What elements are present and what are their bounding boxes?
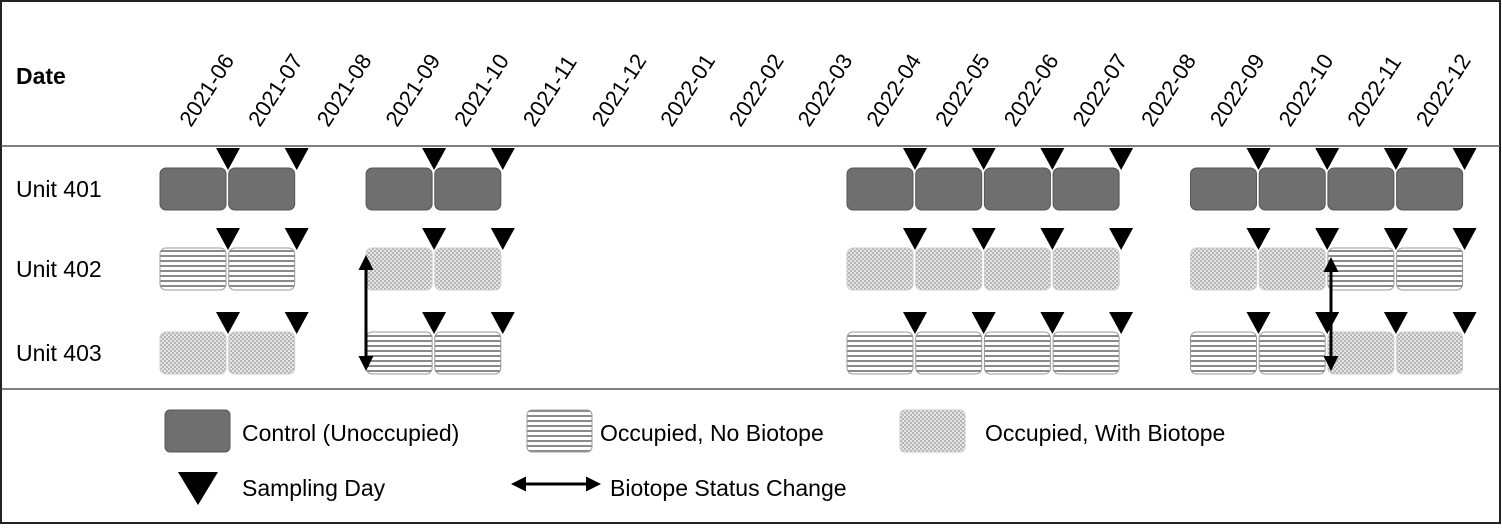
period-block: [1190, 167, 1257, 211]
period-block: [434, 331, 502, 375]
sampling-triangle: [1109, 228, 1134, 250]
period-block: [846, 247, 914, 291]
sampling-triangle: [903, 312, 927, 334]
legend-label: Occupied, No Biotope: [600, 420, 824, 446]
sampling-triangle: [1246, 228, 1271, 250]
sampling-triangle: [971, 228, 996, 250]
legend-triangle: [178, 472, 218, 505]
sampling-triangle: [1315, 148, 1340, 170]
period-block: [915, 167, 983, 211]
period-block: [915, 331, 983, 375]
sampling-triangle: [284, 148, 309, 170]
legend-label: Biotope Status Change: [610, 475, 847, 501]
sampling-triangle: [1246, 148, 1271, 170]
sampling-triangle: [1383, 148, 1408, 170]
period-block: [1052, 167, 1120, 211]
period-block: [983, 167, 1051, 211]
sampling-triangle: [422, 228, 447, 250]
period-block: [1190, 247, 1257, 291]
period-block: [365, 167, 433, 211]
header-label: Date: [16, 63, 66, 89]
period-block: [846, 167, 914, 211]
period-block: [1190, 331, 1257, 375]
sampling-triangle: [1452, 228, 1477, 250]
sampling-triangle: [490, 228, 515, 250]
unit-label: Unit 403: [16, 340, 102, 366]
period-block: [365, 247, 433, 291]
sampling-triangle: [1383, 228, 1408, 250]
sampling-triangle: [1383, 312, 1408, 334]
period-block: [434, 167, 502, 211]
period-block: [228, 167, 296, 211]
legend-swatch: [899, 409, 966, 453]
period-block: [1396, 247, 1464, 291]
period-block: [846, 331, 914, 375]
sampling-triangle: [1315, 228, 1340, 250]
sampling-triangle: [422, 312, 447, 334]
sampling-triangle: [216, 312, 240, 334]
sampling-triangle: [903, 228, 927, 250]
period-block: [228, 247, 296, 291]
unit-label: Unit 402: [16, 256, 102, 282]
period-block: [1258, 331, 1326, 375]
period-block: [365, 331, 433, 375]
sampling-triangle: [971, 312, 996, 334]
period-block: [983, 331, 1051, 375]
sampling-triangle: [971, 148, 996, 170]
period-block: [1327, 247, 1395, 291]
sampling-triangle: [490, 148, 515, 170]
sampling-triangle: [1109, 148, 1134, 170]
period-block: [1258, 247, 1326, 291]
period-block: [983, 247, 1051, 291]
period-block: [1258, 167, 1326, 211]
period-block: [159, 167, 227, 211]
sampling-triangle: [284, 228, 309, 250]
sampling-triangle: [1452, 148, 1477, 170]
legend-label: Sampling Day: [242, 475, 386, 501]
period-block: [228, 331, 296, 375]
sampling-triangle: [1040, 148, 1065, 170]
period-block: [1052, 247, 1120, 291]
period-block: [434, 247, 502, 291]
sampling-triangle: [1040, 312, 1065, 334]
unit-label: Unit 401: [16, 176, 102, 202]
sampling-triangle: [490, 312, 515, 334]
sampling-triangle: [1246, 312, 1271, 334]
period-block: [1396, 331, 1464, 375]
legend: Control (Unoccupied) Occupied, No Biotop…: [164, 409, 1225, 505]
period-block: [1327, 167, 1395, 211]
legend-swatch: [526, 409, 593, 453]
period-block: [159, 331, 227, 375]
period-block: [1327, 331, 1395, 375]
sampling-triangle: [216, 228, 240, 250]
sampling-triangle: [422, 148, 447, 170]
legend-swatch: [164, 409, 231, 453]
legend-label: Occupied, With Biotope: [985, 420, 1225, 446]
period-block: [1052, 331, 1120, 375]
period-block: [159, 247, 227, 291]
period-block: [1396, 167, 1464, 211]
sampling-triangle: [903, 148, 927, 170]
legend-label: Control (Unoccupied): [242, 420, 459, 446]
sampling-triangle: [1452, 312, 1477, 334]
sampling-triangle: [1109, 312, 1134, 334]
sampling-triangle: [284, 312, 309, 334]
period-block: [915, 247, 983, 291]
sampling-triangle: [1040, 228, 1065, 250]
sampling-triangle: [216, 148, 240, 170]
